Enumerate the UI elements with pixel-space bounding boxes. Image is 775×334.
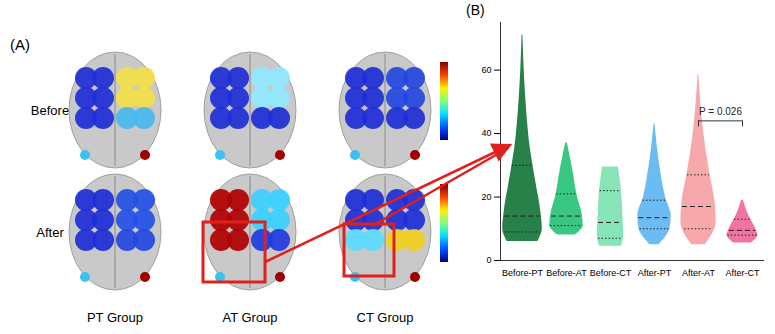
svg-text:40: 40	[481, 128, 491, 138]
svg-text:Before-CT: Before-CT	[590, 268, 632, 278]
svg-text:Before-PT: Before-PT	[502, 268, 544, 278]
svg-text:(A): (A)	[10, 36, 30, 53]
html-text:(B): (B)	[466, 2, 485, 18]
svg-text:After-PT: After-PT	[638, 268, 672, 278]
svg-text:CT Group: CT Group	[357, 310, 414, 325]
svg-text:20: 20	[481, 192, 491, 202]
svg-text:Before-AT: Before-AT	[546, 268, 587, 278]
svg-text:After-AT: After-AT	[682, 268, 715, 278]
svg-text:Before: Before	[31, 103, 69, 118]
svg-text:60: 60	[481, 65, 491, 75]
svg-text:0: 0	[486, 255, 491, 265]
svg-text:After-CT: After-CT	[725, 268, 760, 278]
svg-text:After: After	[36, 225, 64, 240]
svg-text:P = 0.026: P = 0.026	[699, 106, 742, 117]
svg-text:AT Group: AT Group	[222, 310, 277, 325]
svg-text:PT Group: PT Group	[87, 310, 143, 325]
